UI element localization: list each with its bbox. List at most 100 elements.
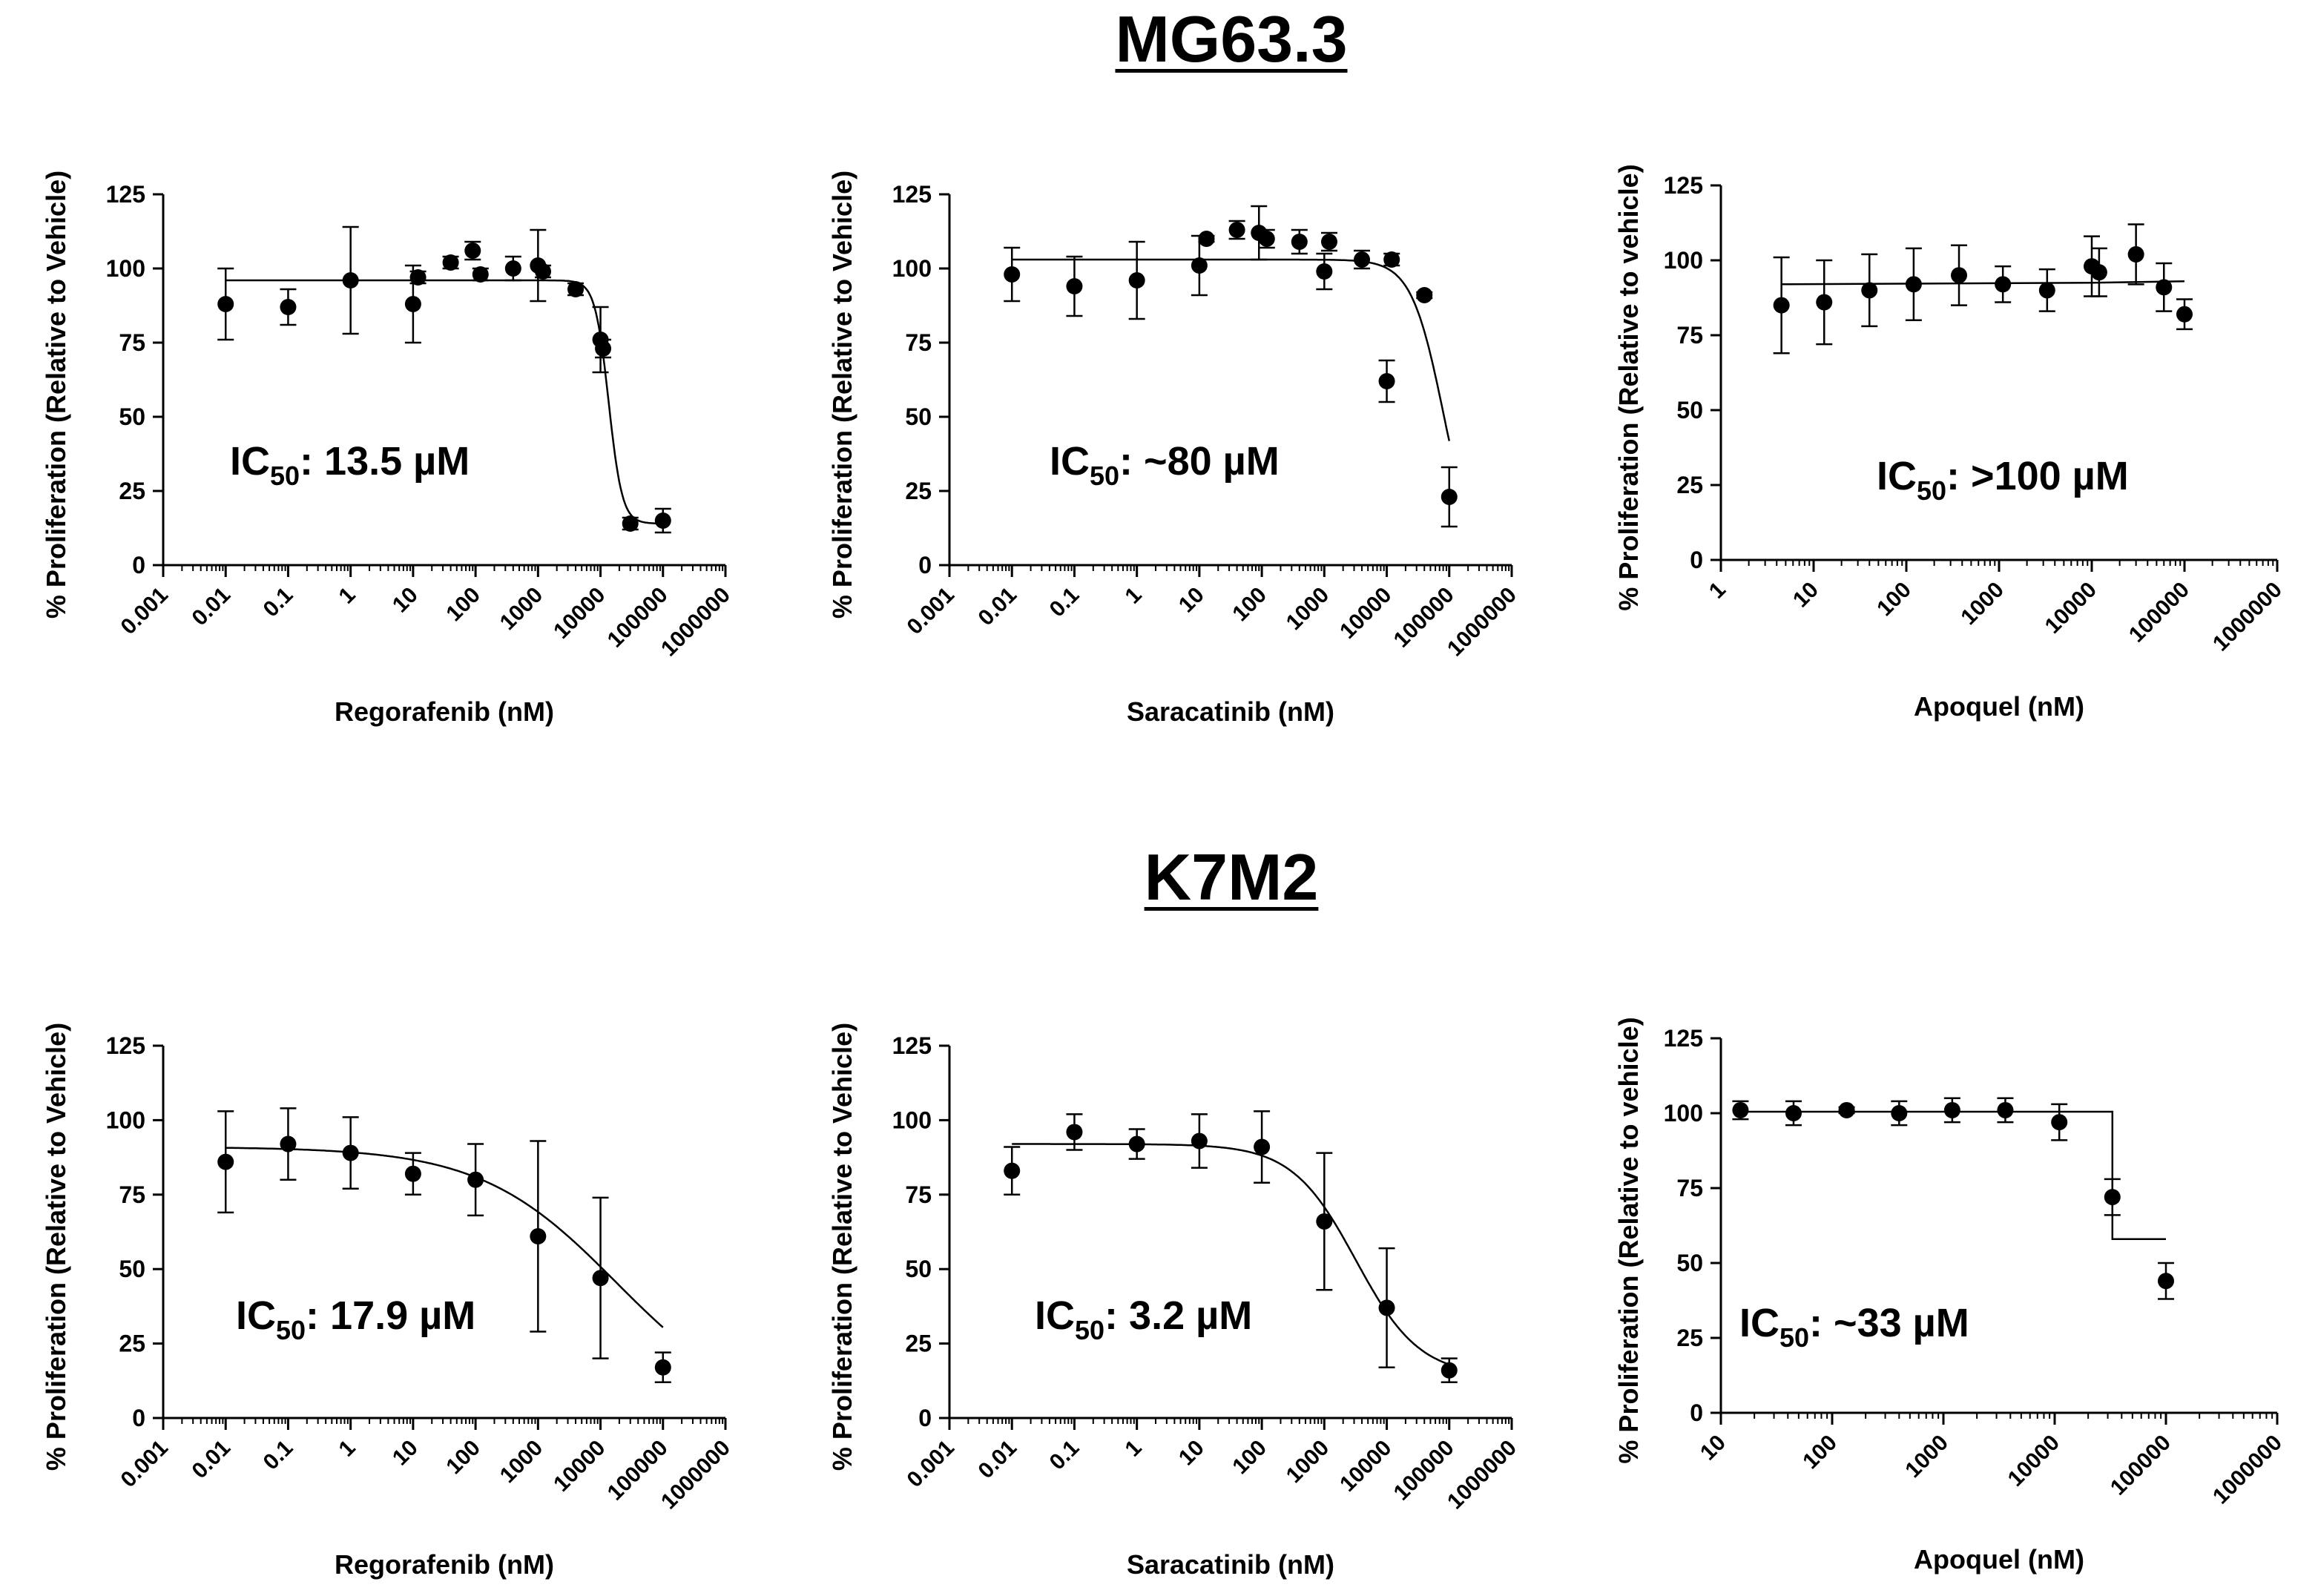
data-point (1128, 1135, 1145, 1153)
data-point (1383, 251, 1400, 268)
y-tick-label: 100 (106, 1107, 145, 1133)
y-tick-label: 0 (918, 1405, 932, 1431)
y-tick-label: 125 (892, 1032, 932, 1059)
y-tick-label: 0 (918, 552, 932, 578)
ic50-subscript: 50 (270, 461, 300, 491)
fit-curve (1781, 280, 2185, 286)
x-tick-label: 10 (1788, 578, 1823, 613)
data-point (404, 296, 421, 312)
x-tick-label: 1000000 (656, 583, 735, 662)
ic50-prefix: IC (1739, 1301, 1779, 1345)
data-point (1838, 1101, 1855, 1118)
y-tick-label: 0 (132, 552, 145, 578)
ic50-annotation: IC50: ~80 µM (1050, 439, 1280, 491)
data-point (1321, 234, 1338, 250)
x-tick-label: 100 (1798, 1431, 1842, 1474)
x-axis-title: Saracatinib (nM) (1127, 696, 1334, 727)
data-point (1378, 373, 1395, 389)
data-point (404, 1165, 421, 1182)
data-point (595, 340, 612, 357)
ic50-prefix: IC (1877, 454, 1917, 498)
fit-curve (225, 279, 663, 525)
y-tick-label: 75 (119, 329, 145, 356)
y-tick-label: 125 (1664, 1025, 1703, 1052)
data-point (1066, 278, 1083, 294)
data-point (1861, 282, 1878, 299)
data-point (1066, 1124, 1083, 1141)
x-tick-label: 0.001 (903, 1436, 959, 1492)
x-tick-label: 100000 (2106, 1431, 2176, 1500)
y-tick-label: 125 (106, 181, 145, 208)
data-point (1291, 234, 1308, 250)
x-tick-label: 0.1 (259, 1436, 298, 1475)
ic50-subscript: 50 (1090, 461, 1119, 491)
x-tick-label: 1000000 (1443, 583, 1521, 662)
y-tick-label: 0 (1690, 547, 1703, 573)
data-point (622, 515, 639, 532)
x-tick-label: 1000 (495, 1436, 548, 1488)
data-point (280, 299, 297, 315)
ic50-annotation: IC50: ~33 µM (1739, 1301, 1969, 1353)
x-tick-label: 100000 (2124, 578, 2194, 647)
y-tick-label: 100 (892, 255, 932, 282)
ic50-subscript: 50 (1779, 1322, 1809, 1353)
x-axis-title: Regorafenib (nM) (335, 1549, 554, 1580)
y-tick-label: 75 (905, 329, 932, 356)
x-axis-title: Apoquel (nM) (1914, 1544, 2084, 1574)
data-point (1254, 1138, 1271, 1155)
data-point (1004, 1162, 1021, 1179)
data-point (1316, 1213, 1333, 1230)
y-tick-label: 125 (1664, 172, 1703, 199)
y-tick-label: 100 (1664, 1100, 1703, 1127)
y-tick-label: 0 (132, 1405, 145, 1431)
x-tick-label: 0.001 (116, 1436, 173, 1492)
x-tick-label: 1000000 (2208, 578, 2287, 656)
y-tick-label: 50 (119, 1256, 145, 1282)
data-point (2176, 306, 2193, 323)
x-tick-label: 10000 (1335, 583, 1396, 644)
x-tick-label: 1000 (495, 583, 548, 636)
x-tick-label: 0.1 (259, 583, 298, 622)
data-point (342, 272, 359, 288)
data-point (342, 1144, 359, 1161)
chart-k7m2-apoquel: 0 25 50 75 100 125 10 100 1000 10000 100000 1000000… (1613, 1017, 2287, 1574)
y-tick-label: 50 (905, 403, 932, 430)
ic50-value: : 17.9 µM (306, 1293, 475, 1338)
x-tick-label: 10 (388, 1436, 423, 1471)
y-tick-label: 25 (1676, 472, 1703, 498)
y-tick-label: 125 (106, 1032, 145, 1059)
x-tick-label: 1000 (1900, 1431, 1953, 1483)
section-title-k7m2: K7M2 (1144, 840, 1319, 914)
x-tick-label: 1 (1705, 578, 1731, 604)
data-point (442, 254, 459, 271)
x-tick-label: 10000 (549, 1436, 610, 1497)
ic50-prefix: IC (1050, 439, 1090, 484)
ic50-value: : >100 µM (1946, 454, 2129, 498)
x-tick-label: 10000 (2003, 1431, 2064, 1491)
x-tick-label: 10000 (2041, 578, 2101, 639)
data-point (1354, 251, 1371, 268)
ic50-value: : 13.5 µM (300, 439, 470, 484)
data-point (217, 1153, 234, 1170)
data-point (1816, 294, 1833, 311)
ic50-prefix: IC (230, 439, 270, 484)
x-tick-label: 100 (1228, 1436, 1271, 1480)
x-tick-label: 100 (1872, 578, 1916, 621)
ic50-annotation: IC50: 17.9 µM (236, 1293, 475, 1345)
data-point (1191, 257, 1208, 274)
y-axis-title: % Proliferation (Relative to vehicle) (1613, 164, 1644, 610)
ic50-value: : ~33 µM (1809, 1301, 1969, 1345)
data-point (592, 1270, 609, 1287)
data-point (1378, 1299, 1395, 1316)
x-axis-title: Apoquel (nM) (1914, 691, 2084, 722)
x-tick-label: 10000 (1335, 1436, 1396, 1497)
y-tick-label: 100 (892, 1107, 932, 1133)
ic50-annotation: IC50: >100 µM (1877, 454, 2129, 506)
y-tick-label: 25 (119, 1330, 145, 1357)
y-tick-label: 25 (905, 1330, 932, 1357)
data-point (2051, 1114, 2068, 1131)
x-tick-label: 0.1 (1045, 1436, 1084, 1475)
x-tick-label: 0.01 (974, 1436, 1022, 1484)
